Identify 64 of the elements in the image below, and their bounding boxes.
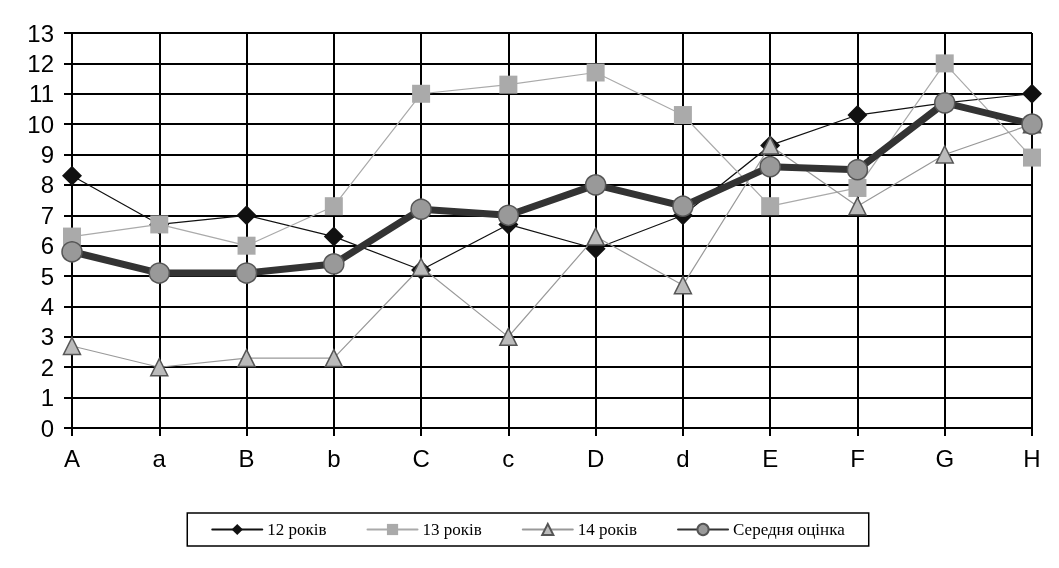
point xyxy=(62,336,82,356)
y-tick-label: 10 xyxy=(27,110,54,138)
legend-label: 14 років xyxy=(577,520,638,539)
point xyxy=(323,253,345,275)
y-tick-label: 12 xyxy=(27,49,54,77)
y-tick-label: 9 xyxy=(40,141,54,169)
point xyxy=(410,198,432,220)
legend-label: Середня оцінка xyxy=(733,520,846,539)
x-tick-label: C xyxy=(412,444,430,472)
x-tick-label: c xyxy=(502,444,515,472)
point xyxy=(61,241,83,263)
y-tick-label: 6 xyxy=(40,232,54,260)
y-tick-label: 1 xyxy=(40,384,54,412)
point xyxy=(673,275,693,295)
x-tick-label: B xyxy=(238,444,255,472)
point xyxy=(672,195,694,217)
point xyxy=(323,226,344,247)
point xyxy=(586,227,605,246)
x-tick-label: A xyxy=(63,444,81,472)
point xyxy=(584,174,607,196)
point xyxy=(148,262,171,284)
point xyxy=(324,197,343,216)
point xyxy=(848,196,867,216)
point xyxy=(324,348,344,368)
point xyxy=(499,327,518,347)
x-tick-label: H xyxy=(1023,444,1041,472)
y-tick-label: 5 xyxy=(40,262,54,290)
point xyxy=(847,105,868,126)
point xyxy=(759,155,781,178)
point xyxy=(846,158,869,181)
x-tick-label: F xyxy=(850,444,865,472)
y-tick-label: 11 xyxy=(29,80,54,108)
x-tick-label: a xyxy=(152,444,167,472)
y-tick-label: 13 xyxy=(27,19,54,47)
x-tick-label: E xyxy=(762,444,779,472)
point xyxy=(935,54,954,73)
point xyxy=(848,178,867,197)
y-tick-label: 7 xyxy=(40,201,54,229)
y-tick-label: 3 xyxy=(40,323,54,351)
y-tick-label: 8 xyxy=(40,171,54,199)
point xyxy=(761,197,780,216)
point xyxy=(62,165,82,186)
y-tick-label: 4 xyxy=(40,292,54,320)
x-tick-label: b xyxy=(327,444,341,472)
point xyxy=(497,204,520,227)
y-tick-label: 2 xyxy=(40,353,54,381)
legend-label: 13 років xyxy=(422,520,482,539)
x-tick-label: G xyxy=(935,444,955,472)
legend-label: 12 років xyxy=(267,520,327,539)
point xyxy=(499,75,518,94)
point xyxy=(1023,148,1041,167)
point xyxy=(235,262,258,284)
point xyxy=(412,84,431,103)
point xyxy=(935,145,954,164)
x-tick-label: d xyxy=(676,444,690,472)
y-tick-label: 0 xyxy=(40,414,54,442)
point xyxy=(237,236,256,255)
point xyxy=(236,205,257,226)
point xyxy=(237,348,256,368)
point xyxy=(586,63,605,82)
point xyxy=(1022,83,1042,104)
x-tick-label: D xyxy=(586,444,605,472)
point xyxy=(150,357,169,377)
point xyxy=(673,106,692,125)
